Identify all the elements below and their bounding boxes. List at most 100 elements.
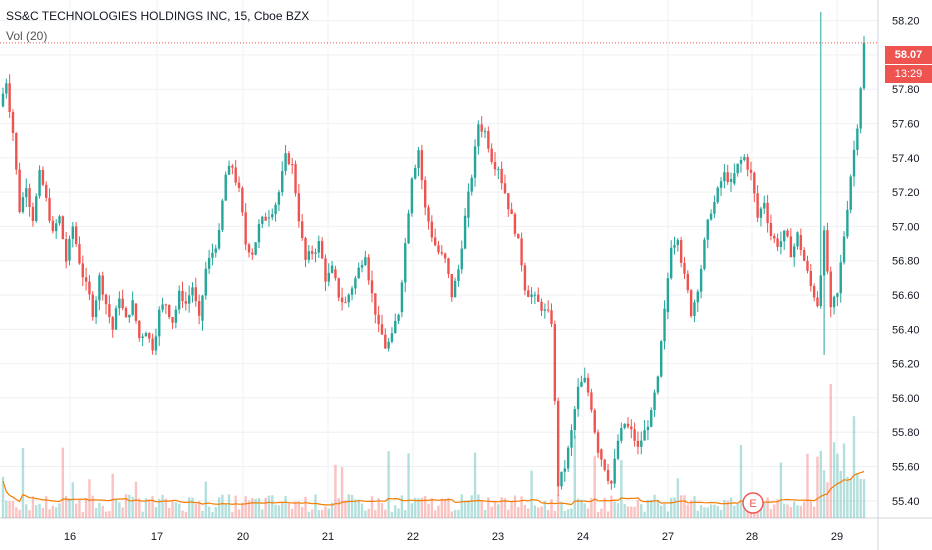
volume-bar [653,494,656,518]
candle-body [144,333,148,337]
candle-body [686,273,690,291]
candle-body [802,250,806,261]
candle-body [48,197,51,221]
volume-bar [719,509,723,518]
volume-bar [48,509,51,518]
volume-bar [537,507,540,518]
volume-bar [94,508,98,518]
candle-body [743,157,746,160]
volume-bar [623,503,626,518]
candle-body [168,305,171,318]
candle-body [111,317,114,330]
volume-bar [503,498,507,518]
volume-bar [779,462,783,518]
volume-bar [58,503,61,518]
volume-bar [138,498,141,518]
volume-bar [380,503,384,518]
volume-bar [709,504,713,518]
volume-bar [350,494,354,518]
candle-body [483,131,487,133]
candle-body [197,301,201,316]
volume-bar [88,479,91,518]
candle-body [540,301,543,311]
volume-bar [108,511,111,518]
candle-body [520,238,523,266]
candle-body [330,265,334,273]
volume-bar [570,508,573,518]
volume-bar [553,510,557,518]
candle-body [487,131,490,149]
volume-bar [450,511,453,518]
volume-bar [483,510,487,518]
volume-bar [234,495,237,518]
candle-body [61,216,65,239]
volume-bar [35,505,38,518]
volume-bar [28,510,31,518]
volume-bar [573,435,576,518]
candle-body [457,269,460,281]
candle-body [324,258,327,282]
volume-bar [477,494,480,518]
candle-body [281,171,284,193]
volume-bar [600,508,603,518]
volume-indicator-label: Vol (20) [6,29,48,43]
candle-body [98,275,101,301]
volume-bar [563,510,567,518]
price-tick-label: 55.40 [892,496,920,508]
candle-body [5,83,8,94]
volume-bar [576,498,580,518]
candle-body [374,293,377,315]
volume-bar [384,509,387,518]
candle-body [537,294,540,302]
volume-bar [656,499,660,518]
candle-body [45,184,48,198]
candle-body [384,334,387,349]
candle-body [437,245,440,253]
candle-body [194,287,198,302]
date-tick-label: 28 [746,531,758,543]
candle-body [576,386,580,410]
candle-body [204,268,207,296]
candle-body [217,229,221,249]
candle-body [25,188,28,198]
volume-bar [583,503,586,518]
volume-bar [317,510,321,518]
candle-body [566,447,570,469]
candle-body [799,234,803,251]
candle-body [556,400,560,487]
candle-body [842,236,846,263]
volume-bar [197,501,201,518]
candle-body [590,392,593,411]
candle-body [530,294,533,297]
volume-bar [61,447,65,518]
volume-bar [407,453,410,518]
volume-bar [789,507,793,518]
candle-body [490,148,493,163]
price-tick-label: 56.80 [892,256,920,268]
candle-body [769,223,773,236]
volume-bar [168,508,171,518]
candle-body [480,124,483,132]
date-tick-label: 17 [151,531,163,543]
candle-body [427,207,430,222]
volume-bar [31,496,35,518]
volume-bar [347,494,350,518]
candle-body [327,272,330,282]
candle-body [377,314,380,325]
candle-body [703,239,706,270]
date-tick-label: 22 [407,531,419,543]
candle-body [623,423,626,429]
volume-bar [410,503,414,518]
volume-bar [131,496,134,518]
candle-body [507,193,510,210]
volume-bar [819,450,822,518]
candle-body [773,235,776,239]
candle-body [739,159,743,164]
volume-bar [856,473,859,518]
candle-body [759,208,763,218]
candle-body [191,287,194,296]
candle-body [310,251,314,254]
volume-bar [81,511,84,518]
candle-body [257,223,261,243]
